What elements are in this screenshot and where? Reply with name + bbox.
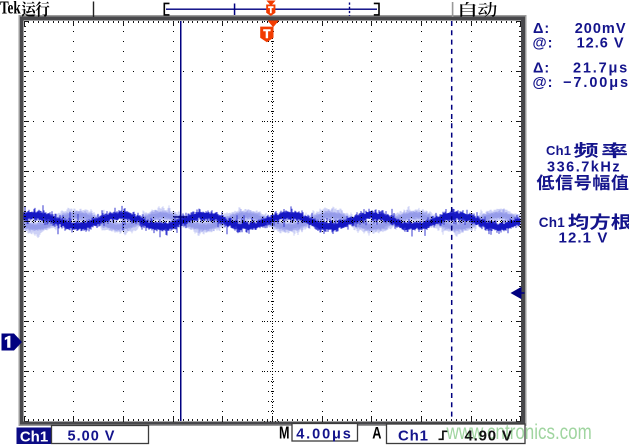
svg-text:4.90 V: 4.90 V <box>465 427 513 444</box>
svg-text:Ch1: Ch1 <box>20 428 48 445</box>
svg-text:−7.00μs: −7.00μs <box>563 75 629 91</box>
svg-text:M: M <box>279 423 289 443</box>
svg-text:200mV: 200mV <box>575 21 627 37</box>
svg-text:Ch1: Ch1 <box>539 215 565 230</box>
svg-text:Δ:: Δ: <box>533 21 550 37</box>
svg-text:@:: @: <box>533 75 554 91</box>
svg-text:4.00μs: 4.00μs <box>296 426 353 442</box>
svg-text:Ch1: Ch1 <box>546 143 571 158</box>
svg-text:@:: @: <box>533 36 554 52</box>
svg-text:A: A <box>372 424 381 443</box>
svg-text:5.00 V: 5.00 V <box>68 428 116 444</box>
svg-text:12.6 V: 12.6 V <box>577 36 625 52</box>
svg-text:12.1 V: 12.1 V <box>559 229 609 246</box>
svg-text:Δ:: Δ: <box>533 61 550 77</box>
svg-text:Ch1: Ch1 <box>398 427 429 444</box>
svg-text:Tek: Tek <box>0 0 21 18</box>
svg-text:21.7μs: 21.7μs <box>573 61 629 77</box>
svg-text:www.cntronics.com: www.cntronics.com <box>446 420 592 444</box>
svg-text:336.7kHz: 336.7kHz <box>547 159 621 175</box>
